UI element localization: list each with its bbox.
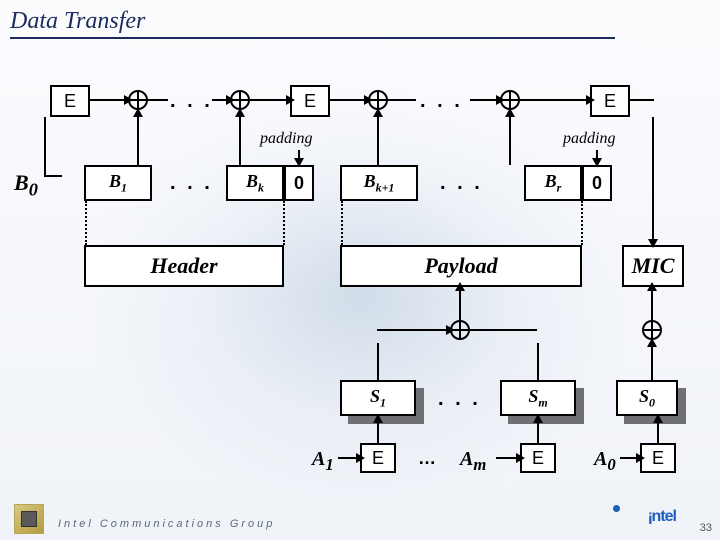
- zero-box-1: 0: [284, 165, 314, 201]
- ellipsis: . . .: [170, 90, 213, 113]
- zero-box-2: 0: [582, 165, 612, 201]
- intel-dot-icon: [613, 505, 620, 512]
- slide-number: 33: [700, 522, 712, 534]
- mic-box: MIC: [622, 245, 684, 287]
- ellipsis: . . .: [440, 172, 483, 195]
- slide-title: Data Transfer: [10, 8, 615, 39]
- e-box-a1: E: [360, 443, 396, 473]
- s0-box: S0: [616, 380, 678, 416]
- e-box-am: E: [520, 443, 556, 473]
- a1-label: A1: [312, 448, 334, 475]
- bk1-box: Bk+1: [340, 165, 418, 201]
- ellipsis: . . .: [420, 90, 463, 113]
- chip-icon: [14, 504, 44, 534]
- a0-label: A0: [594, 448, 616, 475]
- b1-box: B1: [84, 165, 152, 201]
- ellipsis: …: [418, 448, 437, 469]
- am-label: Am: [460, 448, 486, 475]
- padding-label-2: padding: [563, 130, 615, 148]
- payload-box: Payload: [340, 245, 582, 287]
- padding-label-1: padding: [260, 130, 312, 148]
- e-box-3: E: [590, 85, 630, 117]
- ellipsis: . . .: [438, 388, 481, 411]
- e-box-2: E: [290, 85, 330, 117]
- intel-logo: intel: [648, 508, 676, 526]
- sm-box: Sm: [500, 380, 576, 416]
- footer-text: Intel Communications Group: [58, 518, 275, 530]
- e-box-1: E: [50, 85, 90, 117]
- header-box: Header: [84, 245, 284, 287]
- ellipsis: . . .: [170, 172, 213, 195]
- s1-box: S1: [340, 380, 416, 416]
- bk-box: Bk: [226, 165, 284, 201]
- br-box: Br: [524, 165, 582, 201]
- xor-icon: [642, 320, 662, 340]
- e-box-a0: E: [640, 443, 676, 473]
- b0-label: B0: [14, 170, 38, 200]
